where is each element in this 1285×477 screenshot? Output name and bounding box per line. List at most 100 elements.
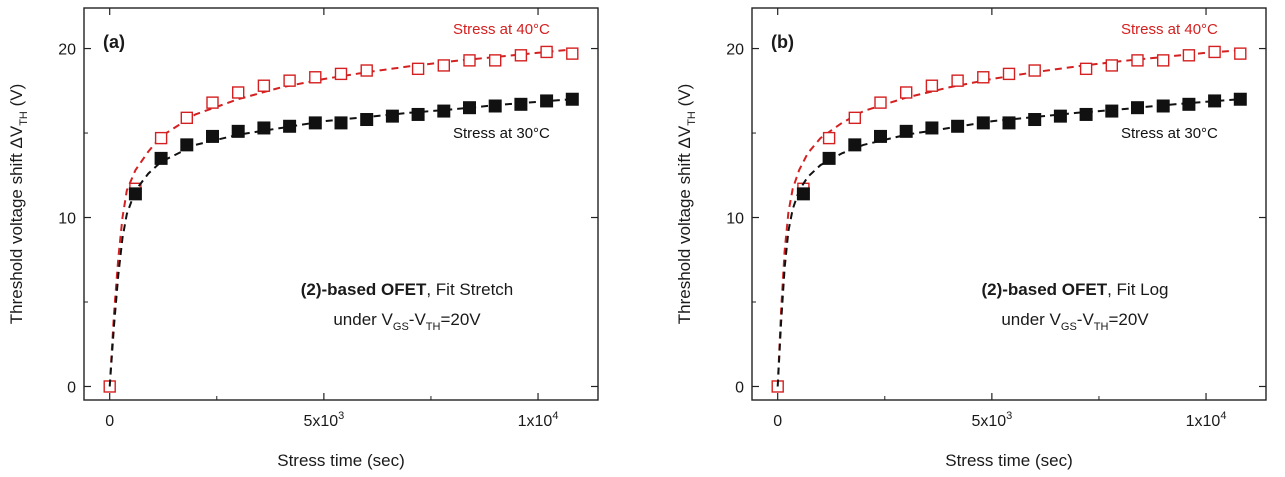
- x-tick-label: 0: [773, 413, 782, 430]
- series-label: Stress at 40°C: [453, 21, 550, 38]
- data-point: [976, 116, 990, 130]
- data-point: [565, 92, 579, 106]
- data-point: [977, 71, 990, 84]
- data-point: [514, 97, 528, 111]
- data-point: [154, 131, 168, 145]
- data-point: [154, 151, 168, 165]
- data-point: [463, 101, 476, 115]
- data-point: [1156, 54, 1170, 67]
- series-label: Stress at 30°C: [1121, 125, 1218, 142]
- data-point: [1028, 113, 1042, 127]
- data-point: [180, 111, 194, 125]
- annotation-line-1: (2)-based OFET, Fit Stretch: [301, 280, 514, 299]
- data-point: [951, 119, 965, 133]
- data-point: [128, 187, 142, 201]
- data-point: [360, 113, 374, 127]
- data-point: [822, 151, 836, 165]
- data-point: [308, 116, 322, 130]
- data-point: [1002, 116, 1016, 130]
- data-point: [925, 79, 939, 92]
- plot-frame: [83, 7, 599, 401]
- data-point: [951, 74, 964, 87]
- data-point: [874, 129, 887, 143]
- y-tick-label: 0: [67, 379, 76, 396]
- data-point: [1182, 49, 1196, 62]
- panel-label: (a): [103, 32, 125, 52]
- data-point: [411, 62, 425, 76]
- fit-curve: [108, 48, 573, 387]
- data-point: [1182, 97, 1196, 111]
- data-point: [1002, 67, 1016, 81]
- fit-curve: [108, 98, 573, 387]
- data-point: [1208, 45, 1221, 59]
- x-tick-label: 0: [105, 413, 114, 430]
- data-point: [1131, 101, 1144, 115]
- data-point: [257, 79, 271, 92]
- data-point: [1079, 62, 1093, 76]
- data-point: [489, 54, 502, 67]
- data-point: [1105, 104, 1119, 118]
- data-point: [1233, 92, 1247, 106]
- data-point: [283, 74, 296, 87]
- data-point: [231, 124, 245, 138]
- data-point: [385, 109, 399, 123]
- series-label: Stress at 40°C: [1121, 21, 1218, 38]
- annotation-line-2: under VGS-VTH=20V: [1001, 310, 1149, 333]
- y-tick-label: 0: [735, 379, 744, 396]
- data-point: [540, 45, 553, 59]
- data-point: [848, 138, 862, 152]
- y-tick-label: 10: [58, 211, 76, 228]
- series-stress-40c: Stress at 40°C: [103, 21, 579, 393]
- data-point: [488, 99, 502, 113]
- data-point: [1079, 107, 1093, 121]
- x-axis-title: Stress time (sec): [945, 451, 1073, 470]
- data-point: [822, 131, 836, 145]
- data-point: [1234, 47, 1247, 60]
- chart-panel-1: 0 5x103 1x104 0 10 20 Stress time (sec) Thresho…: [7, 7, 599, 470]
- y-tick-label: 20: [58, 42, 76, 59]
- data-point: [514, 49, 528, 62]
- data-point: [1131, 54, 1144, 67]
- data-point: [231, 86, 245, 99]
- data-point: [925, 121, 939, 135]
- data-point: [360, 64, 373, 77]
- annotation-line-1: (2)-based OFET, Fit Log: [981, 280, 1168, 299]
- x-tick-label: 5x103: [303, 410, 344, 430]
- data-point: [1156, 99, 1170, 113]
- fit-curve: [776, 98, 1241, 387]
- y-tick-label: 10: [726, 211, 744, 228]
- data-point: [874, 96, 887, 109]
- data-point: [334, 116, 348, 130]
- data-point: [848, 111, 861, 125]
- data-point: [437, 59, 450, 72]
- data-point: [334, 67, 348, 81]
- y-axis-title: Threshold voltage shift ΔVTH (V): [675, 84, 698, 325]
- x-tick-label: 1x104: [518, 410, 559, 430]
- data-point: [899, 124, 913, 138]
- series-label: Stress at 30°C: [453, 125, 550, 142]
- data-point: [309, 71, 322, 84]
- data-point: [283, 119, 297, 133]
- data-point: [796, 187, 810, 201]
- data-point: [566, 47, 579, 60]
- x-axis-title: Stress time (sec): [277, 451, 405, 470]
- series-stress-30c: Stress at 30°C: [776, 92, 1247, 387]
- data-point: [206, 129, 219, 143]
- data-point: [540, 94, 554, 108]
- data-point: [1208, 94, 1222, 108]
- y-axis-title: Threshold voltage shift ΔVTH (V): [7, 84, 30, 325]
- y-tick-label: 20: [726, 42, 744, 59]
- data-point: [1028, 64, 1041, 77]
- annotation-line-2: under VGS-VTH=20V: [333, 310, 481, 333]
- x-tick-label: 1x104: [1186, 410, 1227, 430]
- data-point: [180, 138, 194, 152]
- data-point: [257, 121, 271, 135]
- data-point: [1105, 59, 1119, 72]
- series-stress-40c: Stress at 40°C: [771, 21, 1247, 393]
- series-stress-30c: Stress at 30°C: [108, 92, 579, 387]
- chart-panel-2: 0 5x103 1x104 0 10 20 Stress time (sec) Thresho…: [675, 7, 1267, 470]
- data-point: [411, 107, 425, 121]
- data-point: [900, 86, 913, 99]
- panel-label: (b): [771, 32, 794, 52]
